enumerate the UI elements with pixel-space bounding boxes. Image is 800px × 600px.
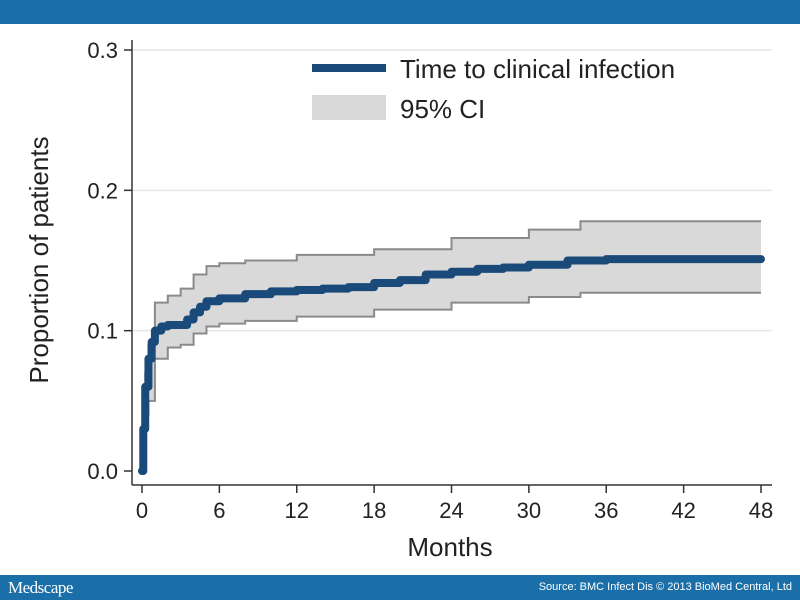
top-banner xyxy=(0,0,800,24)
x-tick-label: 30 xyxy=(517,498,541,523)
x-tick-label: 6 xyxy=(213,498,225,523)
y-tick-label: 0.1 xyxy=(87,319,118,344)
chart: 0.0 0.1 0.2 0.3 0 6 12 18 24 30 36 42 48 Months Prop… xyxy=(24,38,773,562)
y-tick-label: 0.2 xyxy=(87,178,118,203)
source-credit: Source: BMC Infect Dis © 2013 BioMed Cen… xyxy=(538,581,792,593)
series-line-time-to-clinical-infection xyxy=(138,255,765,475)
x-tick-label: 24 xyxy=(439,498,463,523)
x-tick-label: 12 xyxy=(285,498,309,523)
x-axis-label: Months xyxy=(407,532,492,562)
medscape-logo: Medscape xyxy=(8,578,73,597)
x-tick-label: 18 xyxy=(362,498,386,523)
y-axis-label: Proportion of patients xyxy=(24,136,54,383)
ci-band xyxy=(142,221,761,471)
legend-label-series: Time to clinical infection xyxy=(400,54,675,84)
y-tick-label: 0.0 xyxy=(87,459,118,484)
x-tick-label: 36 xyxy=(594,498,618,523)
ci-lower-line xyxy=(142,291,761,472)
x-tick-label: 48 xyxy=(749,498,773,523)
y-tick-label: 0.3 xyxy=(87,38,118,63)
legend-label-ci: 95% CI xyxy=(400,94,485,124)
legend-swatch-ci xyxy=(312,95,386,120)
legend: Time to clinical infection 95% CI xyxy=(312,54,675,124)
x-tick-label: 42 xyxy=(671,498,695,523)
x-tick-label: 0 xyxy=(136,498,148,523)
footer-bar: Medscape Source: BMC Infect Dis © 2013 B… xyxy=(0,575,800,600)
